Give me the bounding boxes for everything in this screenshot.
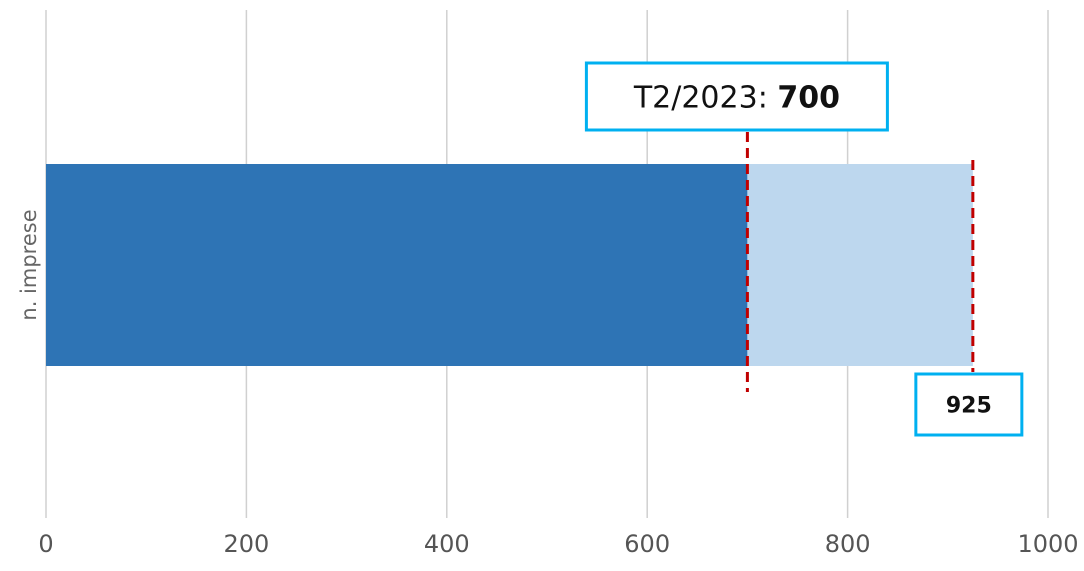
annotation-label-700: T2/2023: 700 xyxy=(633,81,840,116)
bars xyxy=(46,164,973,366)
annotations: T2/2023: 700 925 xyxy=(584,61,1024,437)
annotation-label-925: 925 xyxy=(946,394,992,419)
x-tick-label-1000: 1000 xyxy=(1017,530,1078,558)
x-tick-label-600: 600 xyxy=(624,530,670,558)
x-tick-label-0: 0 xyxy=(38,530,53,558)
annotation-box-700 xyxy=(584,61,889,132)
x-tick-label-800: 800 xyxy=(825,530,871,558)
bar-segment-1 xyxy=(46,164,748,366)
bar-segment-2 xyxy=(747,164,973,366)
category-label: n. imprese xyxy=(17,209,41,320)
annotation-box-925 xyxy=(914,372,1024,437)
annotation-value: 700 xyxy=(777,81,840,116)
x-axis: 0 200 400 600 800 1000 xyxy=(38,530,1078,558)
annotation-prefix: T2/2023: xyxy=(633,81,778,116)
x-tick-label-400: 400 xyxy=(424,530,470,558)
x-tick-label-200: 200 xyxy=(223,530,269,558)
